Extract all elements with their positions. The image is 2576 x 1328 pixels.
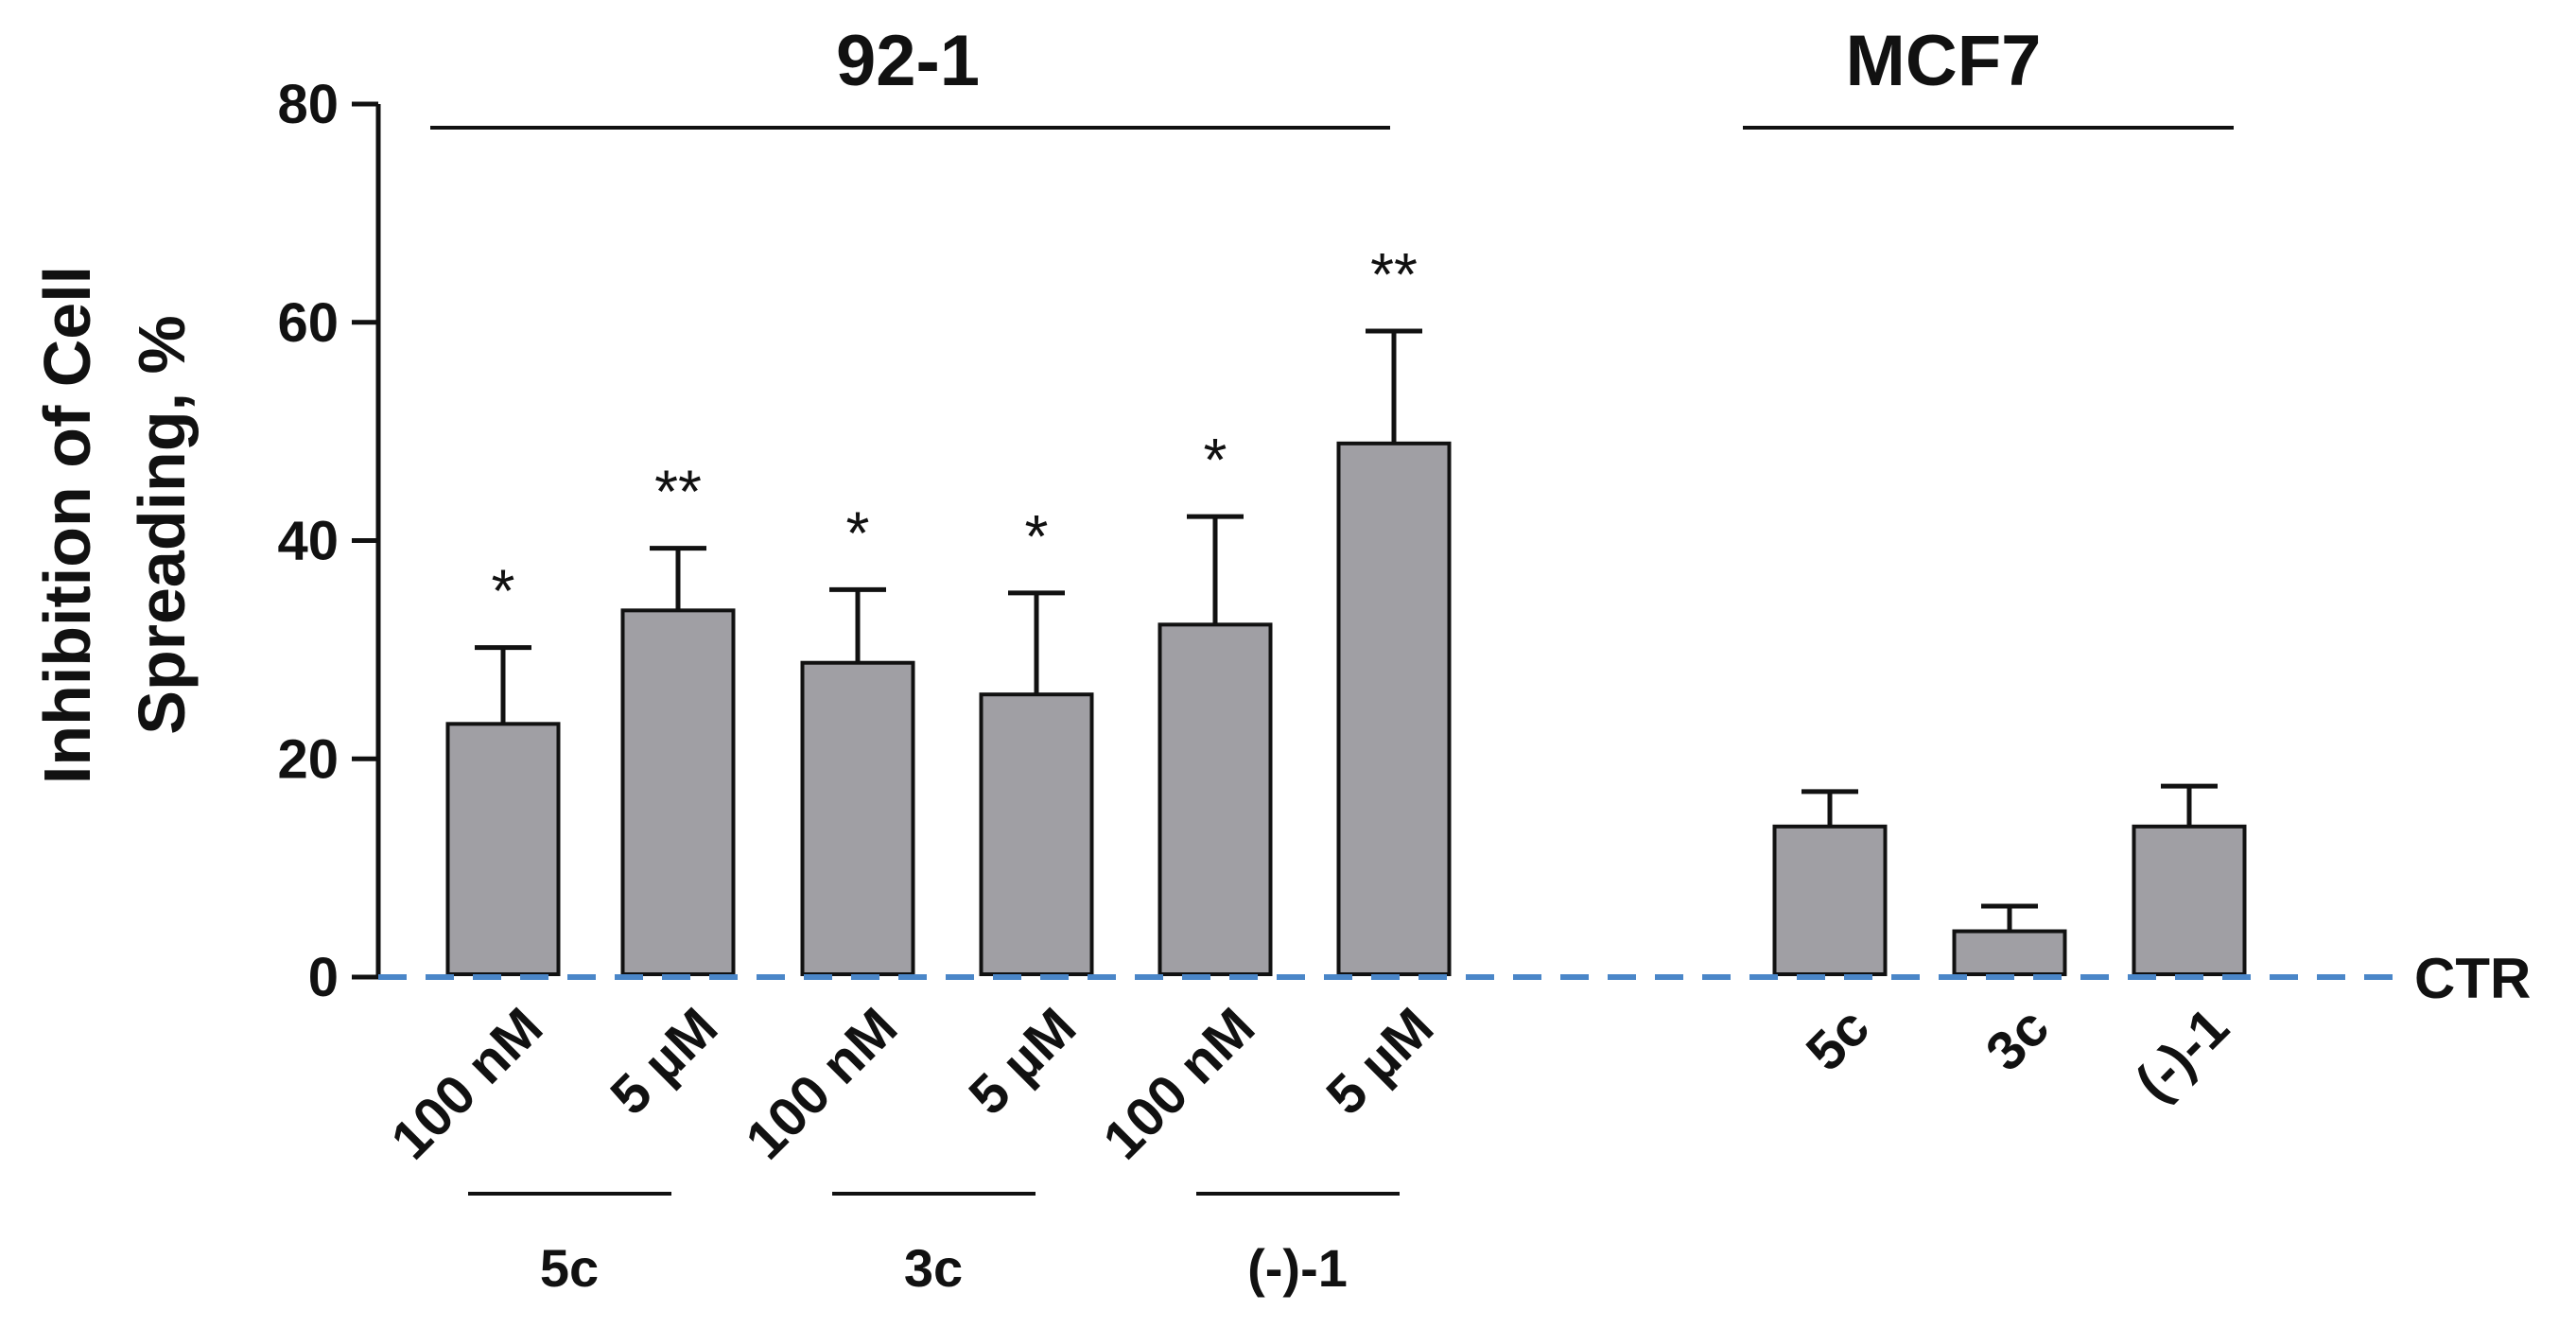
- compound-label-5c: 5c: [540, 1238, 599, 1298]
- significance-g0-b2: *: [846, 498, 870, 567]
- significance-g0-b5: **: [1370, 240, 1418, 308]
- ctr-label: CTR: [2414, 947, 2531, 1010]
- y-axis-label-line-1: Inhibition of Cell: [30, 266, 104, 784]
- bar-g0-b3: [979, 692, 1094, 977]
- bar-g1-b1: [1952, 929, 2067, 976]
- significance-g0-b4: *: [1204, 426, 1227, 494]
- y-ticks: 0 20 40 60 80: [277, 74, 378, 1008]
- x-tick-label-g0-b5: 5 µM: [1314, 996, 1445, 1127]
- x-tick-label-g1-b0: 5c: [1795, 996, 1882, 1083]
- significance-g0-b1: **: [654, 458, 702, 526]
- x-tick-label-g0-b4: 100 nM: [1091, 996, 1266, 1171]
- group-title-mcf7: MCF7: [1846, 21, 2042, 101]
- bar-g0-b1: [620, 608, 736, 977]
- y-tick-label-0: 0: [308, 947, 339, 1008]
- y-tick-label-60: 60: [277, 292, 339, 354]
- y-tick-label-40: 40: [277, 511, 339, 572]
- x-tick-label-g0-b2: 100 nM: [734, 996, 909, 1171]
- x-tick-label-g0-b1: 5 µM: [599, 996, 729, 1127]
- x-tick-label-g0-b3: 5 µM: [957, 996, 1088, 1127]
- y-tick-label-20: 20: [277, 728, 339, 790]
- bar-g0-b5: [1336, 441, 1452, 977]
- y-axis-label-line-2: Spreading, %: [125, 315, 199, 734]
- compound-label-minus-1: (-)-1: [1247, 1238, 1348, 1298]
- bar-g1-b2: [2132, 824, 2247, 976]
- group-title-92-1: 92-1: [836, 21, 980, 101]
- x-tick-label-g1-b2: (-)-1: [2124, 996, 2240, 1112]
- bar-g1-b0: [1772, 824, 1888, 976]
- bar-g0-b2: [800, 660, 915, 976]
- x-tick-label-g1-b1: 3c: [1975, 996, 2062, 1083]
- bars-layer: **** ****: [445, 240, 2247, 977]
- compound-label-3c: 3c: [904, 1238, 963, 1298]
- x-tick-labels: 100 nM 5 µM 100 nM 5 µM 100 nM 5 µM 5c 3c (-)-1: [379, 996, 2240, 1171]
- significance-g0-b3: *: [1025, 502, 1049, 570]
- bar-g0-b4: [1157, 622, 1273, 976]
- y-tick-label-80: 80: [277, 74, 339, 135]
- bar-g0-b0: [445, 722, 561, 977]
- significance-g0-b0: *: [492, 557, 515, 625]
- x-tick-label-g0-b0: 100 nM: [379, 996, 554, 1171]
